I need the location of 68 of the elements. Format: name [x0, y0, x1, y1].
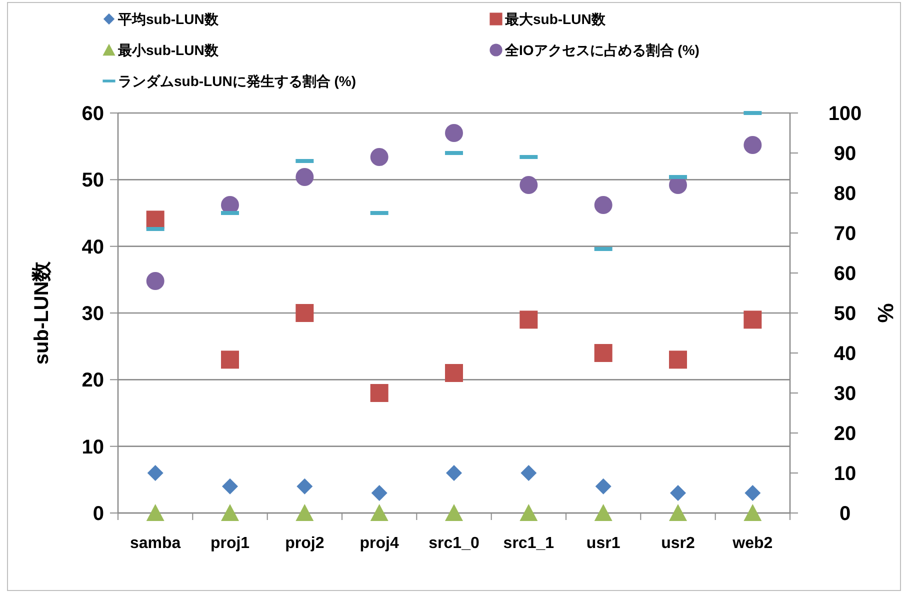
point: [669, 350, 687, 369]
legend-entry: ランダムsub-LUNに発生する割合 (%): [102, 73, 356, 89]
y2-tick-label: 50: [834, 303, 856, 325]
y-tick-label: 30: [82, 303, 104, 325]
point: [370, 384, 388, 402]
point: [296, 478, 313, 494]
x-tick-label: usr2: [661, 535, 695, 552]
y2-tick-label: 40: [834, 343, 856, 365]
y-tick-label: 20: [82, 370, 104, 392]
point: [520, 176, 538, 194]
y2-tick-label: 80: [834, 183, 856, 205]
legend-entry: 全IOアクセスに占める割合 (%): [490, 42, 700, 58]
y2-tick-label: 90: [834, 143, 856, 165]
point: [445, 364, 463, 382]
x-tick-label: samba: [130, 535, 181, 552]
y-tick-label: 40: [82, 236, 104, 258]
y-tick-label: 0: [92, 503, 104, 525]
point: [221, 350, 239, 369]
point: [146, 272, 164, 290]
y-axis-title: sub-LUN数: [31, 260, 53, 365]
point: [146, 504, 164, 521]
y2-tick-label: 60: [834, 263, 856, 285]
y2-tick-label: 0: [839, 503, 851, 525]
y-tick-label: 10: [82, 436, 104, 458]
y2-axis-title: %: [873, 303, 898, 323]
y2-tick-label: 20: [834, 423, 856, 445]
point: [370, 504, 388, 521]
legend-entry: 平均sub-LUN数: [103, 11, 218, 27]
point: [296, 168, 314, 186]
point: [445, 124, 463, 142]
point: [296, 504, 314, 521]
y-tick-label: 60: [82, 103, 104, 125]
point: [669, 504, 687, 521]
y2-tick-label: 70: [834, 223, 856, 245]
point: [594, 196, 612, 214]
point: [744, 310, 762, 329]
point: [146, 210, 164, 229]
point: [594, 344, 612, 362]
x-tick-label: src1_1: [503, 535, 554, 552]
y2-tick-label: 100: [828, 103, 862, 125]
point: [520, 310, 538, 329]
point: [744, 136, 762, 154]
legend-entry: 最大sub-LUN数: [490, 11, 606, 27]
x-tick-label: proj4: [360, 535, 399, 552]
y2-tick-label: 30: [834, 383, 856, 405]
point: [520, 504, 538, 521]
legend-entry: 最小sub-LUN数: [102, 42, 218, 58]
x-tick-label: usr1: [586, 535, 620, 552]
point: [445, 504, 463, 521]
x-tick-label: proj2: [285, 535, 324, 552]
point: [520, 465, 537, 481]
point: [370, 148, 388, 166]
x-tick-label: web2: [732, 535, 773, 552]
point: [670, 485, 686, 501]
y2-tick-label: 10: [834, 463, 856, 485]
point: [147, 465, 164, 481]
point: [296, 304, 314, 322]
point: [446, 465, 462, 481]
point: [371, 485, 388, 501]
point: [594, 504, 612, 521]
point: [221, 504, 239, 521]
point: [744, 485, 761, 501]
point: [222, 478, 238, 494]
y-tick-label: 50: [82, 170, 104, 192]
point: [744, 504, 762, 521]
x-tick-label: proj1: [210, 535, 250, 552]
point: [595, 478, 612, 494]
x-tick-label: src1_0: [428, 535, 480, 552]
